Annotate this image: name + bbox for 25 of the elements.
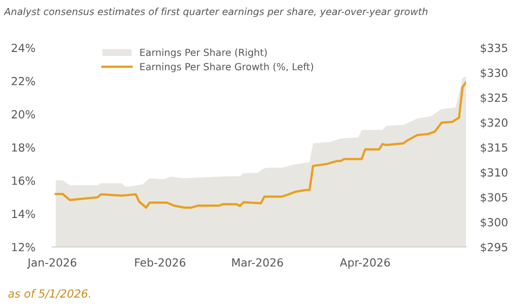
y2-tick-label: $325 <box>480 93 508 104</box>
y-tick-label: 22% <box>12 76 36 86</box>
y-tick-label: 20% <box>12 110 36 119</box>
x-tick-label: Feb-2026 <box>135 258 186 267</box>
y-tick-label: 24% <box>12 44 36 52</box>
x-tick-label: Mar-2026 <box>232 258 283 267</box>
y-tick-label: 16% <box>12 176 36 185</box>
y-tick-label: 14% <box>12 210 36 218</box>
y2-tick-label: $295 <box>480 242 508 253</box>
text: as of 5/1/2026. <box>8 289 90 299</box>
y-tick-label: 12% <box>12 242 36 252</box>
chart-title: Analyst consensus estimates of first quarter earnings per share, year-over-year growth <box>4 8 428 18</box>
y2-tick-label: $320 <box>480 118 508 128</box>
y2-tick-label: $305 <box>480 192 508 203</box>
y2-tick-label: $310 <box>480 168 508 178</box>
x-tick-label: Apr-2026 <box>340 258 390 269</box>
line-series <box>54 81 466 209</box>
y2-tick-label: $335 <box>480 44 508 54</box>
y2-tick-label: $315 <box>480 143 508 154</box>
y-tick-label: 18% <box>12 143 36 152</box>
x-tick-label: Jan-2026 <box>27 258 76 269</box>
y2-tick-label: $330 <box>480 68 508 78</box>
y2-tick-label: $300 <box>480 218 508 228</box>
legend-label: Earnings Per Share (Right) <box>140 48 267 58</box>
legend-label: Earnings Per Share Growth (%, Left) <box>140 62 314 72</box>
